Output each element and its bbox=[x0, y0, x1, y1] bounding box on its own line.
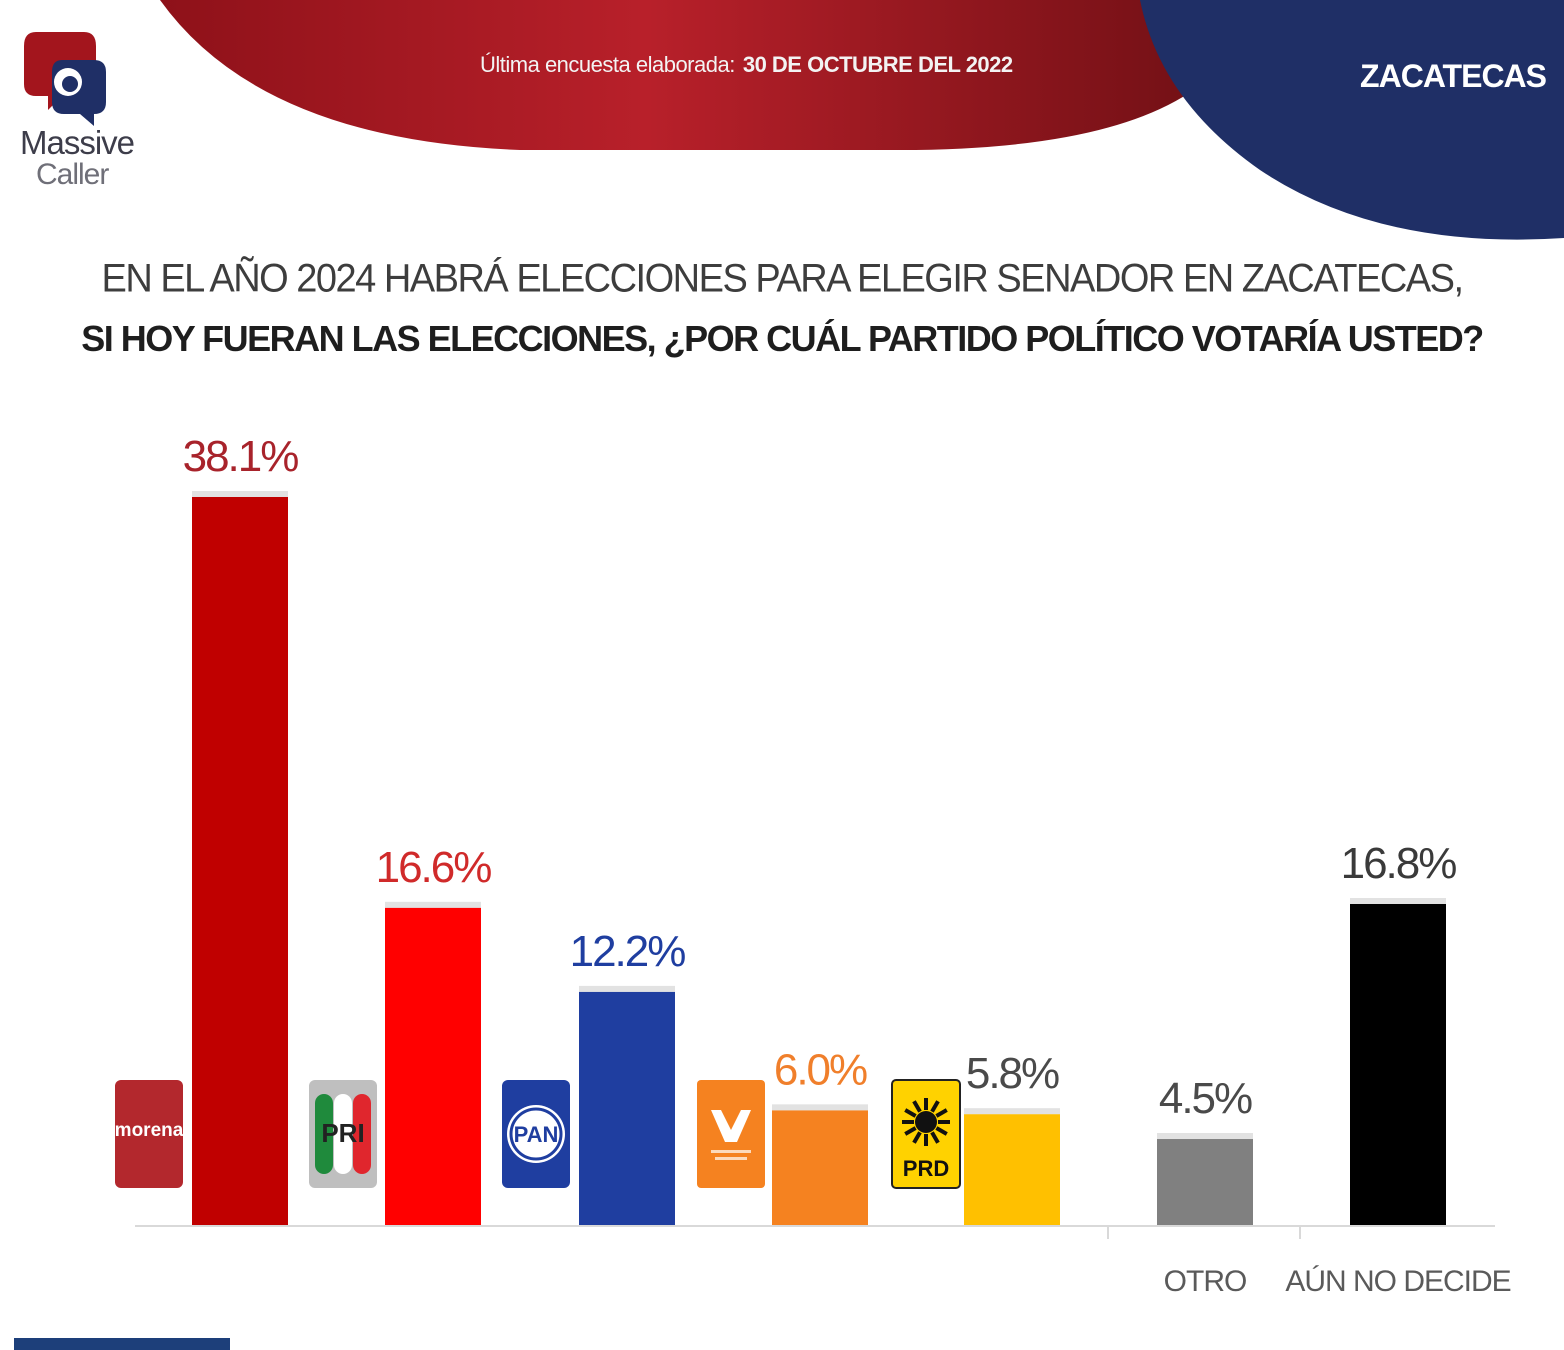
pan-logo-ring bbox=[509, 1107, 563, 1161]
survey-date: 30 DE OCTUBRE DEL 2022 bbox=[742, 52, 1013, 77]
survey-label: Última encuesta elaborada: bbox=[480, 52, 735, 77]
bar-shadow bbox=[579, 985, 675, 992]
morena-logo-text: morena bbox=[115, 1120, 184, 1141]
bar-shadow bbox=[772, 1104, 868, 1111]
pan-logo-text: PAN bbox=[514, 1122, 559, 1147]
bar-shadow bbox=[1350, 897, 1446, 904]
prd-sun-ray bbox=[930, 1100, 940, 1113]
logo-word-massive: Massive bbox=[20, 124, 135, 161]
prd-sun-ray bbox=[935, 1108, 948, 1118]
prd-sun-ray bbox=[912, 1131, 922, 1144]
bar-mc bbox=[772, 1110, 868, 1225]
logo-word-caller: Caller bbox=[36, 158, 109, 191]
bar-morena bbox=[192, 497, 288, 1225]
data-label: 38.1% bbox=[183, 432, 299, 481]
prd-sun-ray bbox=[904, 1126, 917, 1136]
state-label: ZACATECAS bbox=[1360, 58, 1547, 94]
category-label: OTRO bbox=[1164, 1265, 1247, 1298]
data-label: 16.8% bbox=[1341, 839, 1457, 888]
question-line-1: EN EL AÑO 2024 HABRÁ ELECCIONES PARA ELE… bbox=[101, 256, 1464, 302]
data-label: 4.5% bbox=[1159, 1074, 1252, 1123]
bar-pan bbox=[579, 991, 675, 1225]
data-label: 12.2% bbox=[570, 927, 686, 976]
survey-date-line: Última encuesta elaborada: 30 DE OCTUBRE … bbox=[480, 52, 1120, 78]
prd-sun-ray bbox=[935, 1126, 948, 1136]
pri-logo-text: PRI bbox=[321, 1118, 364, 1148]
bar-shadow bbox=[192, 491, 288, 497]
morena-logo bbox=[115, 1080, 183, 1188]
massive-caller-logo-icon bbox=[24, 32, 106, 126]
pri-logo-white bbox=[334, 1094, 352, 1174]
footer-tab bbox=[14, 1338, 230, 1350]
pri-logo-green bbox=[315, 1094, 333, 1174]
category-label: AÚN NO DECIDE bbox=[1285, 1265, 1510, 1298]
bar-shadow bbox=[385, 901, 481, 908]
prd-sun-icon bbox=[915, 1111, 937, 1133]
bar-shadow bbox=[1157, 1133, 1253, 1140]
pri-logo-red bbox=[353, 1094, 371, 1174]
bar-prd bbox=[964, 1114, 1060, 1225]
header-blue-band bbox=[1140, 0, 1564, 240]
prd-logo-text: PRD bbox=[903, 1156, 949, 1181]
mc-eagle-icon bbox=[711, 1110, 751, 1142]
bar-shadow bbox=[964, 1108, 1060, 1115]
prd-sun-ray bbox=[912, 1100, 922, 1113]
mc-logo-line bbox=[715, 1157, 747, 1160]
question-line-2: SI HOY FUERAN LAS ELECCIONES, ¿POR CUÁL … bbox=[81, 318, 1484, 359]
bar-chart: 38.1% morena 16.6% PRI 12.2% PAN 6.0% 5.8% PRD 4.… bbox=[115, 432, 1512, 1298]
header-red-band bbox=[160, 0, 1240, 150]
pan-logo-circle bbox=[507, 1105, 565, 1163]
data-label: 6.0% bbox=[774, 1045, 867, 1094]
bar-otro bbox=[1157, 1139, 1253, 1225]
data-label: 16.6% bbox=[376, 843, 492, 892]
mc-logo-line bbox=[711, 1150, 751, 1153]
bar-pri bbox=[385, 907, 481, 1225]
bar-aún-no-decide bbox=[1350, 903, 1446, 1225]
data-label: 5.8% bbox=[966, 1049, 1059, 1098]
prd-sun-ray bbox=[930, 1131, 940, 1144]
prd-sun-ray bbox=[904, 1108, 917, 1118]
